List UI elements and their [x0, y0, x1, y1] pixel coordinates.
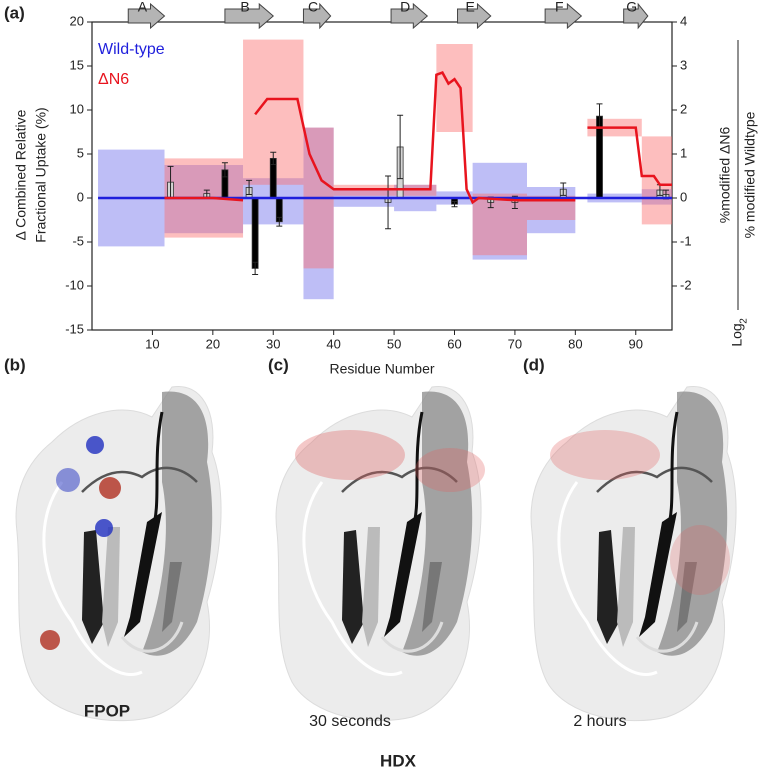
strand-label: B — [240, 0, 249, 15]
panel-label: (a) — [4, 3, 25, 22]
y-tick-label: 10 — [70, 101, 84, 116]
legend-entry: ΔN6 — [98, 71, 129, 88]
band — [527, 187, 576, 234]
panel-c: (c) 30 seconds — [268, 355, 485, 730]
x-tick-label: 50 — [387, 336, 401, 351]
strand-label: D — [400, 0, 410, 15]
y2-tick-label: 2 — [680, 101, 687, 116]
y2-axis-label: Log 2 %modified ΔN6 % modified Wildtype — [717, 40, 758, 347]
x-tick-label: 10 — [145, 336, 159, 351]
x-axis-label: Residue Number — [329, 361, 434, 377]
red-region — [415, 448, 485, 492]
error-bar — [276, 216, 283, 227]
red-region — [550, 430, 660, 480]
y2-tick-label: -2 — [680, 277, 692, 292]
strand-label: C — [308, 0, 318, 15]
strand-arrow — [127, 2, 166, 30]
strand-arrow — [390, 2, 429, 30]
panel-group-label: HDX — [380, 751, 417, 770]
plot-area: 10 20 30 40 50 60 70 80 90-15-10-505101520-2-101… — [65, 0, 691, 351]
y2-tick-label: 4 — [680, 13, 687, 28]
error-bar — [385, 175, 392, 230]
x-tick-label: 90 — [629, 336, 643, 351]
y-tick-label: 0 — [77, 189, 84, 204]
bar — [251, 197, 259, 269]
error-bar — [451, 201, 458, 208]
error-bar — [252, 261, 259, 276]
y-tick-label: -5 — [72, 233, 84, 248]
y2-tick-label: 1 — [680, 145, 687, 160]
x-tick-label: 30 — [266, 336, 280, 351]
x-tick-label: 40 — [326, 336, 340, 351]
x-tick-label: 60 — [447, 336, 461, 351]
red-residue — [99, 477, 121, 499]
legend-entry: Wild-type — [98, 41, 165, 58]
band — [303, 127, 334, 300]
red-region — [670, 525, 730, 595]
panel-label: (d) — [523, 355, 545, 374]
error-bar — [246, 179, 253, 195]
panel-d: (d) 2 hours — [523, 355, 738, 730]
y-tick-label: 15 — [70, 57, 84, 72]
protein-structure — [14, 384, 223, 723]
strand-label: G — [626, 0, 637, 15]
strand-label: A — [138, 0, 148, 15]
panel-label: (b) — [4, 355, 26, 374]
y-axis-label: Δ Combined Relative Fractional Uptake (%… — [13, 107, 49, 242]
y-tick-label: -10 — [65, 277, 84, 292]
y-label-line: Δ Combined Relative — [13, 109, 29, 240]
error-bar — [221, 162, 228, 178]
strand-arrow — [224, 2, 275, 30]
x-tick-label: 20 — [206, 336, 220, 351]
y2-label-base: 2 — [739, 318, 750, 324]
plot-frame — [91, 21, 673, 331]
x-tick-label: 70 — [508, 336, 522, 351]
error-bar — [270, 151, 277, 166]
strand-arrow — [457, 2, 492, 30]
y-tick-label: -15 — [65, 321, 84, 336]
y2-tick-label: -1 — [680, 233, 692, 248]
strand-arrow — [544, 2, 583, 30]
y-tick-label: 20 — [70, 13, 84, 28]
y2-label-log: Log — [729, 323, 745, 346]
y2-tick-label: 0 — [680, 189, 687, 204]
blue-residue — [56, 468, 80, 492]
strand-arrow — [623, 2, 649, 30]
x-tick-label: 80 — [568, 336, 582, 351]
strand-label: E — [465, 0, 474, 15]
panel-caption: 30 seconds — [309, 713, 391, 730]
blue-residue — [95, 519, 113, 537]
blue-residue — [86, 436, 104, 454]
panel-label: (c) — [268, 355, 289, 374]
band — [472, 193, 527, 256]
y2-label-numerator: %modified ΔN6 — [717, 127, 733, 224]
error-bar — [560, 182, 567, 196]
strand-label: F — [555, 0, 564, 15]
error-bar — [397, 114, 404, 180]
red-residue — [40, 630, 60, 650]
panel-caption: 2 hours — [573, 713, 626, 730]
band — [436, 44, 473, 132]
y2-tick-label: 3 — [680, 57, 687, 72]
band — [472, 162, 527, 260]
y-tick-label: 5 — [77, 145, 84, 160]
y2-label-denominator: % modified Wildtype — [742, 111, 758, 238]
series-line — [164, 71, 672, 205]
strand-arrow — [302, 2, 332, 30]
y-label-line: Fractional Uptake (%) — [33, 107, 49, 242]
red-region — [295, 430, 405, 480]
panel-caption: FPOP — [84, 701, 130, 720]
panel-b: (b) FPOP — [4, 355, 223, 723]
